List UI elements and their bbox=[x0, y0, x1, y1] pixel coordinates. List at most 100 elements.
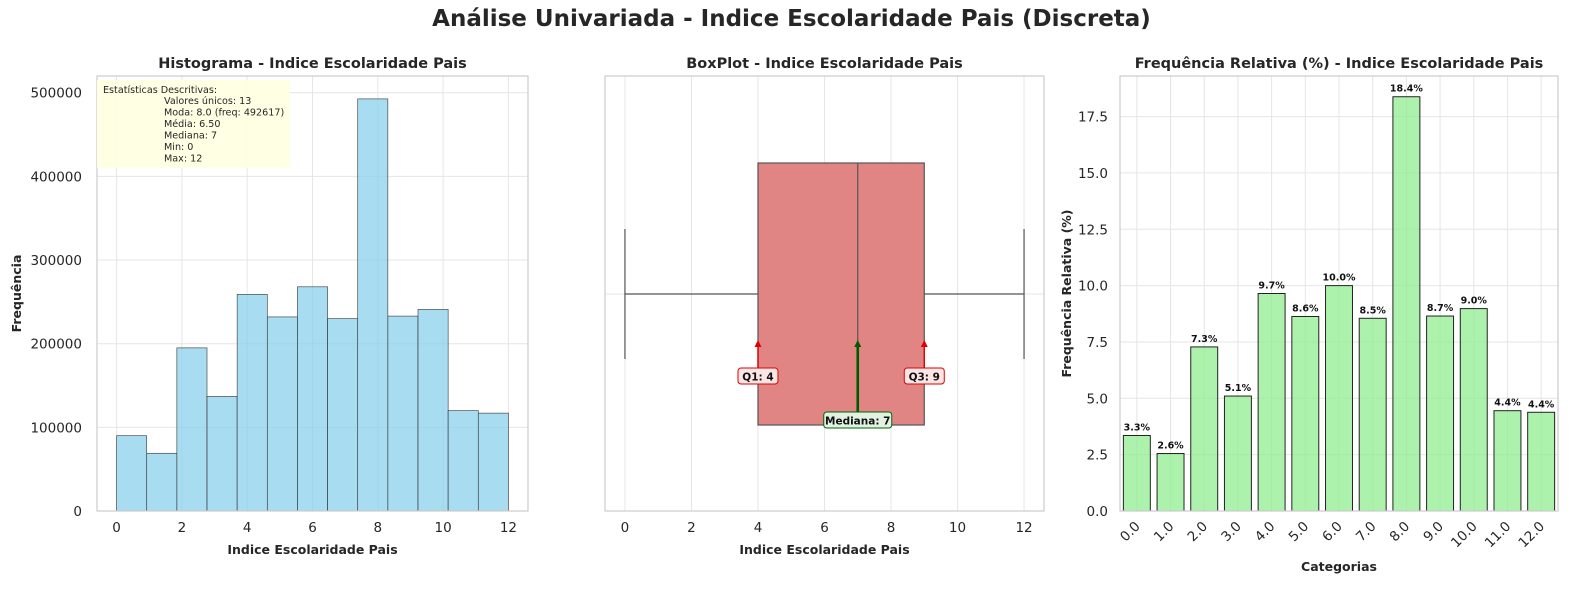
histogram-x-label: Indice Escolaridade Pais bbox=[227, 542, 397, 557]
x-tick-label: 8 bbox=[887, 520, 896, 536]
y-tick-label: 0.0 bbox=[1087, 504, 1108, 520]
histogram-bar bbox=[417, 309, 449, 512]
x-tick-label: 3.0 bbox=[1218, 519, 1245, 546]
x-tick-label: 11.0 bbox=[1482, 519, 1515, 552]
x-tick-label: 12.0 bbox=[1515, 519, 1548, 552]
histogram-bar bbox=[206, 396, 238, 512]
histogram-bar bbox=[236, 294, 268, 512]
x-tick-label: 0 bbox=[112, 520, 121, 536]
bar-data-label: 8.6% bbox=[1292, 303, 1319, 314]
x-tick-label: 7.0 bbox=[1353, 519, 1380, 546]
frequency-bar bbox=[1291, 315, 1320, 512]
y-tick-label: 12.5 bbox=[1078, 222, 1108, 238]
bar-data-label: 18.4% bbox=[1390, 84, 1423, 95]
histogram-bar bbox=[116, 435, 148, 512]
frequency-bar bbox=[1223, 395, 1252, 512]
histogram-bar bbox=[327, 318, 359, 512]
x-tick-label: 4 bbox=[243, 520, 252, 536]
q3-annotation-label: Q3: 9 bbox=[909, 372, 940, 384]
histogram-bar bbox=[477, 412, 509, 512]
y-tick-label: 5.0 bbox=[1087, 391, 1108, 407]
x-tick-label: 10 bbox=[949, 520, 966, 536]
bar-data-label: 4.4% bbox=[1494, 398, 1521, 409]
figure-title: Análise Univariada - Indice Escolaridade… bbox=[432, 6, 1151, 32]
y-tick-label: 400000 bbox=[30, 169, 82, 185]
y-tick-label: 17.5 bbox=[1078, 110, 1108, 126]
y-tick-label: 10.0 bbox=[1078, 279, 1108, 295]
axes-frame bbox=[604, 75, 1045, 512]
median-annotation-label: Mediana: 7 bbox=[825, 416, 891, 428]
y-tick-label: 7.5 bbox=[1087, 335, 1108, 351]
x-tick-label: 0.0 bbox=[1117, 519, 1144, 546]
x-tick-label: 6 bbox=[308, 520, 317, 536]
histogram-bar bbox=[176, 347, 208, 512]
axes-frame bbox=[96, 75, 529, 512]
relative-frequency-y-label: Frequência Relativa (%) bbox=[1059, 209, 1074, 377]
stats-line: Mediana: 7 bbox=[164, 131, 217, 142]
histogram-title: Histograma - Indice Escolaridade Pais bbox=[158, 56, 467, 72]
bar-data-label: 4.4% bbox=[1528, 399, 1555, 410]
x-tick-label: 4.0 bbox=[1252, 519, 1279, 546]
stats-line: Min: 0 bbox=[164, 142, 193, 153]
stats-header: Estatísticas Descritivas: bbox=[103, 84, 217, 96]
stats-line: Valores únicos: 13 bbox=[164, 95, 251, 107]
histogram-y-label: Frequência bbox=[9, 255, 24, 333]
x-tick-label: 1.0 bbox=[1151, 519, 1178, 546]
histogram-bar bbox=[447, 410, 479, 512]
x-tick-label: 5.0 bbox=[1286, 519, 1313, 546]
stats-line: Max: 12 bbox=[164, 154, 202, 165]
histogram-bar bbox=[266, 316, 298, 512]
stats-box bbox=[97, 80, 290, 168]
boxplot-axes: Q1: 4 Q3: 9 Mediana: 7 0 2 4 6 8 10 12 BoxPlot - I… bbox=[604, 56, 1045, 557]
x-tick-label: 2 bbox=[687, 520, 696, 536]
frequency-bar bbox=[1325, 285, 1353, 512]
q3-arrow-head bbox=[920, 340, 928, 347]
median-arrow-head bbox=[854, 340, 862, 347]
frequency-bar bbox=[1392, 96, 1421, 512]
y-tick-label: 15.0 bbox=[1078, 166, 1108, 182]
frequency-bar bbox=[1190, 346, 1219, 512]
bar-data-label: 9.0% bbox=[1461, 296, 1488, 307]
x-tick-label: 12 bbox=[500, 520, 517, 536]
x-tick-label: 0 bbox=[621, 520, 630, 536]
boxplot-title: BoxPlot - Indice Escolaridade Pais bbox=[686, 56, 963, 72]
bar-data-label: 3.3% bbox=[1124, 422, 1151, 433]
relative-frequency-x-label: Categorias bbox=[1301, 559, 1377, 574]
x-tick-label: 4 bbox=[754, 520, 763, 536]
boxplot-x-label: Indice Escolaridade Pais bbox=[739, 542, 909, 557]
y-tick-label: 200000 bbox=[30, 337, 82, 353]
y-tick-label: 100000 bbox=[30, 420, 82, 436]
y-tick-label: 500000 bbox=[30, 86, 82, 102]
frequency-bar bbox=[1493, 410, 1522, 512]
x-tick-label: 12 bbox=[1015, 520, 1032, 536]
x-tick-label: 2.0 bbox=[1185, 519, 1212, 546]
x-tick-label: 8.0 bbox=[1387, 519, 1414, 546]
bar-data-label: 9.7% bbox=[1258, 281, 1285, 292]
relative-frequency-title: Frequência Relativa (%) - Indice Escolar… bbox=[1135, 56, 1544, 72]
histogram-bar bbox=[387, 315, 419, 512]
x-tick-label: 10 bbox=[435, 520, 452, 536]
frequency-bar bbox=[1426, 315, 1455, 512]
q1-arrow-head bbox=[754, 340, 762, 347]
histogram-axes: 0 2 4 6 8 10 12 0 100000 200000 300000 400000 500000… bbox=[9, 56, 529, 557]
frequency-bar bbox=[1122, 434, 1151, 512]
histogram-bar bbox=[357, 98, 389, 512]
bar-data-label: 10.0% bbox=[1323, 273, 1356, 284]
x-tick-label: 10.0 bbox=[1448, 519, 1481, 552]
frequency-bar bbox=[1156, 453, 1185, 512]
q1-annotation-box bbox=[737, 367, 779, 385]
bar-data-label: 8.5% bbox=[1360, 305, 1387, 316]
histogram-bar bbox=[146, 452, 178, 512]
frequency-bar bbox=[1527, 411, 1556, 512]
y-tick-label: 2.5 bbox=[1087, 448, 1108, 464]
axes-frame bbox=[1119, 75, 1559, 512]
x-tick-label: 6 bbox=[820, 520, 829, 536]
bar-data-label: 2.6% bbox=[1157, 441, 1184, 452]
bar-data-label: 5.1% bbox=[1225, 383, 1252, 394]
relative-frequency-axes: 3.3% 2.6% 7.3% 5.1% 9.7% 8.6% 10.0% 8.5% 18.4% 8.… bbox=[1059, 56, 1559, 574]
y-tick-label: 0 bbox=[73, 504, 82, 520]
median-annotation-box bbox=[823, 411, 893, 429]
y-tick-label: 300000 bbox=[30, 253, 82, 269]
bar-data-label: 8.7% bbox=[1427, 303, 1454, 314]
